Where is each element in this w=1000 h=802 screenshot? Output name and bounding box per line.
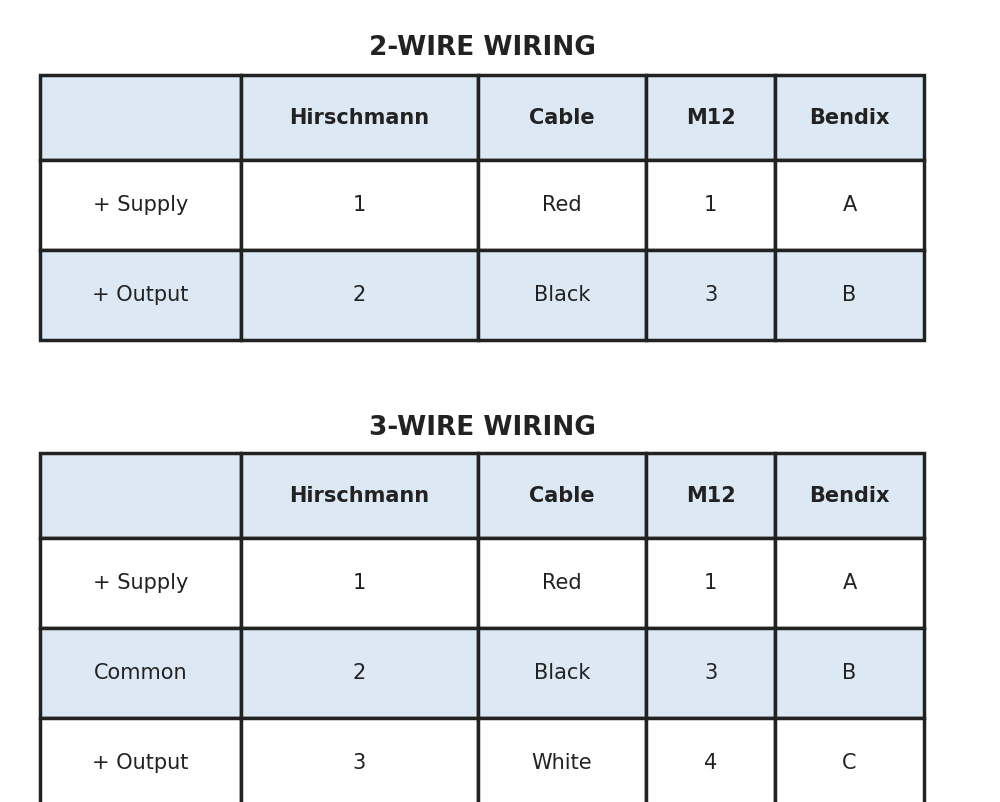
Text: Cable: Cable — [529, 107, 595, 128]
Bar — [241, 628, 478, 718]
Bar — [40, 628, 241, 718]
Text: 2-WIRE WIRING: 2-WIRE WIRING — [369, 35, 596, 61]
Text: A: A — [842, 573, 857, 593]
Text: 3-WIRE WIRING: 3-WIRE WIRING — [369, 415, 596, 441]
Bar — [775, 453, 924, 538]
Bar — [775, 628, 924, 718]
Bar — [478, 453, 646, 538]
Text: + Supply: + Supply — [93, 195, 188, 215]
Bar — [40, 718, 241, 802]
Bar — [478, 538, 646, 628]
Bar — [646, 250, 775, 340]
Text: Common: Common — [93, 663, 187, 683]
Text: 4: 4 — [704, 753, 717, 773]
Bar — [478, 160, 646, 250]
Bar — [775, 250, 924, 340]
Text: 1: 1 — [353, 195, 366, 215]
Bar — [775, 718, 924, 802]
Text: 2: 2 — [353, 285, 366, 305]
Text: 3: 3 — [704, 663, 717, 683]
Text: Hirschmann: Hirschmann — [289, 107, 429, 128]
Text: + Supply: + Supply — [93, 573, 188, 593]
Bar — [775, 160, 924, 250]
Bar — [646, 160, 775, 250]
Text: 1: 1 — [353, 573, 366, 593]
Bar — [40, 75, 241, 160]
Text: 3: 3 — [704, 285, 717, 305]
Bar — [40, 160, 241, 250]
Bar — [241, 75, 478, 160]
Bar — [241, 453, 478, 538]
Text: 3: 3 — [353, 753, 366, 773]
Text: Hirschmann: Hirschmann — [289, 485, 429, 505]
Bar — [478, 250, 646, 340]
Text: 1: 1 — [704, 573, 717, 593]
Text: Red: Red — [542, 195, 582, 215]
Bar — [646, 453, 775, 538]
Text: White: White — [532, 753, 592, 773]
Text: B: B — [842, 285, 857, 305]
Bar — [40, 453, 241, 538]
Text: Bendix: Bendix — [809, 107, 890, 128]
Bar — [775, 538, 924, 628]
Bar — [241, 538, 478, 628]
Text: Black: Black — [534, 285, 590, 305]
Text: Bendix: Bendix — [809, 485, 890, 505]
Text: Red: Red — [542, 573, 582, 593]
Bar — [478, 75, 646, 160]
Text: M12: M12 — [686, 485, 736, 505]
Bar — [241, 718, 478, 802]
Text: 2: 2 — [353, 663, 366, 683]
Text: 1: 1 — [704, 195, 717, 215]
Bar — [478, 628, 646, 718]
Text: A: A — [842, 195, 857, 215]
Text: Cable: Cable — [529, 485, 595, 505]
Text: M12: M12 — [686, 107, 736, 128]
Bar — [646, 75, 775, 160]
Bar — [40, 250, 241, 340]
Bar — [646, 628, 775, 718]
Text: + Output: + Output — [92, 285, 188, 305]
Bar — [40, 538, 241, 628]
Bar — [241, 250, 478, 340]
Text: C: C — [842, 753, 857, 773]
Bar — [478, 718, 646, 802]
Bar — [241, 160, 478, 250]
Text: Black: Black — [534, 663, 590, 683]
Bar — [775, 75, 924, 160]
Bar — [646, 538, 775, 628]
Text: B: B — [842, 663, 857, 683]
Bar — [646, 718, 775, 802]
Text: + Output: + Output — [92, 753, 188, 773]
